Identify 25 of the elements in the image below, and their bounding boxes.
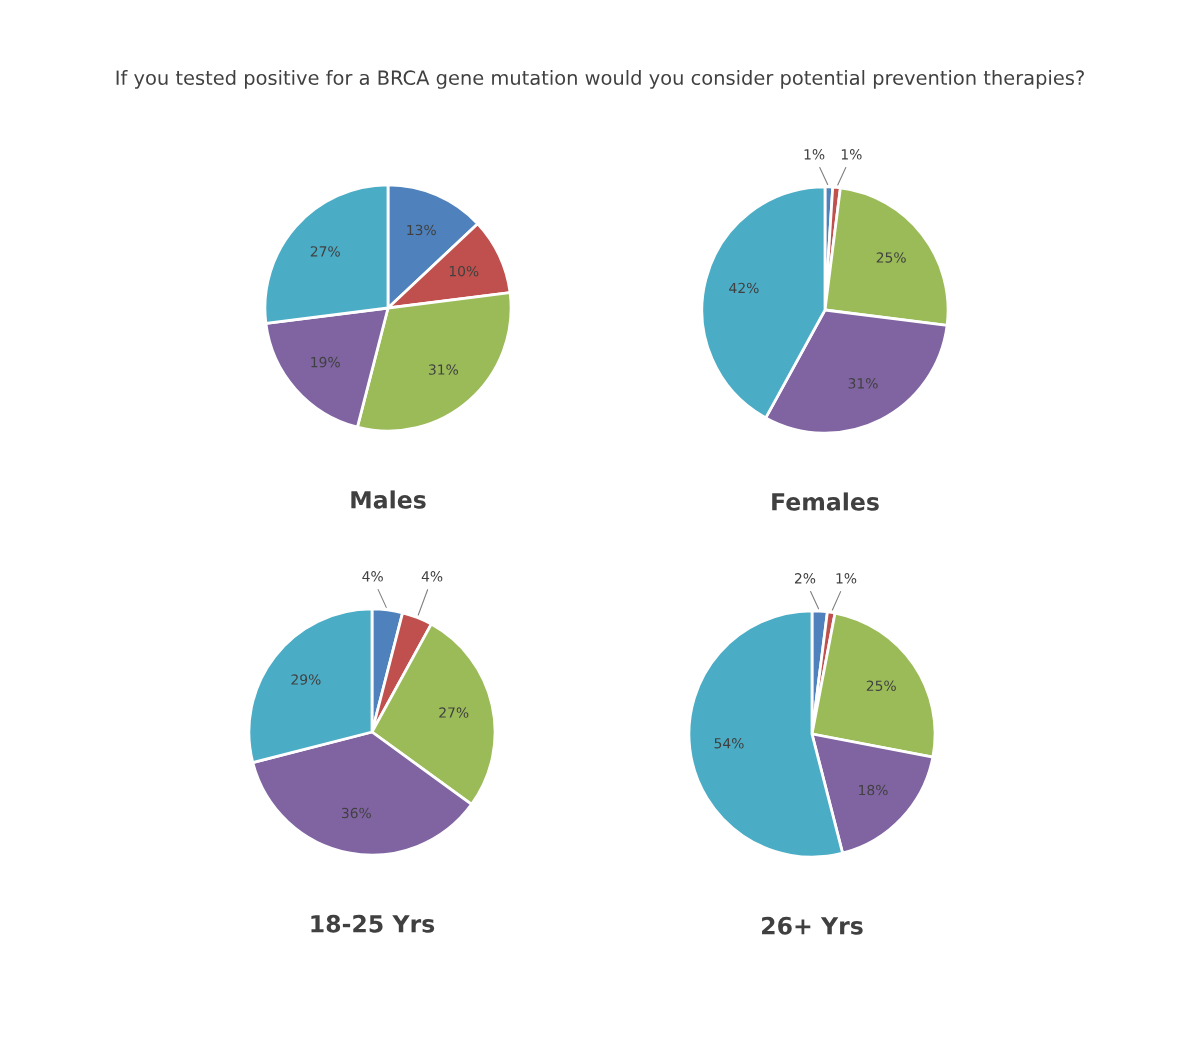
data-label: 1% bbox=[841, 149, 862, 160]
data-label: 54% bbox=[714, 738, 744, 749]
data-label: 25% bbox=[876, 252, 906, 263]
data-label: 31% bbox=[428, 364, 459, 375]
text: If you tested positive for a BRCA gene mutation would you consider potential prevention therapies? bbox=[116, 70, 1084, 89]
data-label: 25% bbox=[866, 680, 896, 691]
text: Females bbox=[772, 492, 879, 511]
data-label: 27% bbox=[439, 707, 469, 718]
data-label: 18% bbox=[859, 784, 888, 796]
data-label: 29% bbox=[291, 674, 321, 685]
text: 18-25 Yrs bbox=[311, 914, 435, 933]
data-label: 4% bbox=[421, 571, 443, 582]
data-label: 13% bbox=[407, 224, 436, 236]
text: 26+ Yrs bbox=[762, 916, 863, 935]
data-label: 42% bbox=[729, 282, 759, 294]
data-label: 1% bbox=[836, 573, 857, 584]
text: Males bbox=[351, 490, 426, 509]
data-label: 2% bbox=[794, 573, 816, 584]
data-label: 31% bbox=[848, 378, 878, 389]
data-label: 10% bbox=[449, 265, 479, 277]
data-label: 36% bbox=[341, 807, 371, 819]
data-label: 19% bbox=[311, 356, 340, 368]
data-label: 1% bbox=[804, 149, 825, 160]
data-label: 4% bbox=[362, 571, 383, 582]
data-label: 27% bbox=[310, 246, 340, 257]
